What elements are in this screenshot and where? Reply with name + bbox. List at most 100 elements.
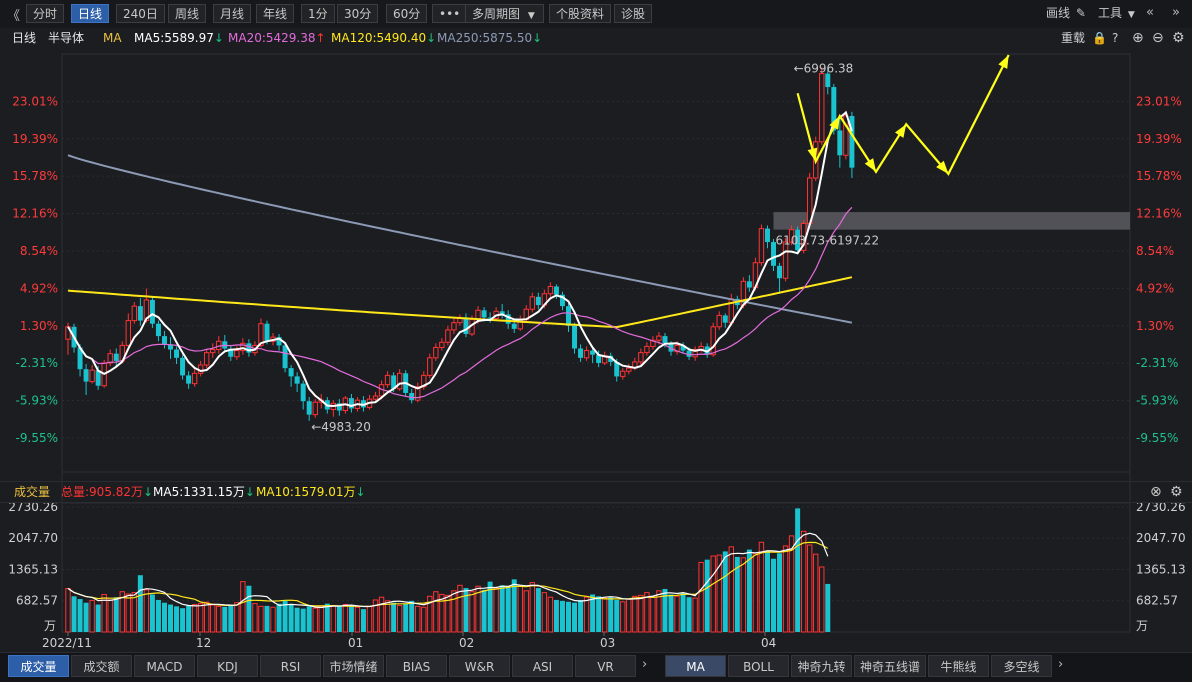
volume-bar-down (294, 607, 300, 632)
candle-down (481, 310, 487, 318)
prev-icon[interactable]: « (1146, 5, 1154, 20)
candle-down (777, 265, 783, 279)
reload-button[interactable]: 重载 (1061, 31, 1086, 45)
price-panel-border (61, 53, 1131, 473)
tab-volume[interactable]: 成交量 (8, 655, 69, 677)
multi-period-dropdown[interactable]: 多周期图 ▼ (465, 4, 544, 23)
candle-up (451, 322, 457, 331)
period-tab-1min[interactable]: 1分 (301, 4, 335, 23)
candle-down (246, 343, 252, 353)
volume-bar-down (403, 603, 409, 632)
settings-icon[interactable]: ⚙ (1172, 30, 1185, 46)
candle-down (590, 350, 596, 355)
candle-up (203, 352, 210, 366)
volume-bar-up (692, 597, 698, 633)
tab-wr[interactable]: W&R (449, 655, 510, 677)
volume-bar-up (813, 553, 819, 633)
period-tab-yearly[interactable]: 年线 (256, 4, 295, 23)
tab-boll[interactable]: BOLL (728, 655, 789, 677)
volume-bar-up (806, 544, 813, 633)
volume-bar-down (565, 601, 571, 632)
volume-bar-up (101, 593, 107, 633)
volume-bar-down (300, 608, 306, 632)
stock-info-button[interactable]: 个股资料 (549, 4, 612, 23)
lock-icon[interactable]: 🔒 (1092, 31, 1107, 45)
tab-kdj[interactable]: KDJ (197, 655, 258, 677)
period-tab-monthly[interactable]: 月线 (213, 4, 252, 23)
period-tab-240[interactable]: 240日 (116, 4, 165, 23)
close-icon[interactable]: ⊗ (1150, 484, 1162, 500)
volume-bar-down (180, 608, 186, 632)
ma120-line (67, 276, 853, 329)
volume-bar-down (487, 581, 493, 632)
projection-arrowhead (894, 124, 907, 138)
tab-bull-bear[interactable]: 牛熊线 (928, 655, 989, 677)
annotation-arrows (796, 54, 1010, 176)
chevron-right-icon[interactable]: › (642, 657, 648, 672)
tab-vr[interactable]: VR (575, 655, 636, 677)
projection-arrowhead (829, 115, 840, 130)
candle-up (125, 320, 131, 346)
candle-down (499, 311, 505, 315)
zoom-in-icon[interactable]: ⊕ (1132, 30, 1144, 46)
chevron-right-icon[interactable]: › (1058, 657, 1064, 672)
help-icon[interactable]: ? (1112, 31, 1119, 45)
period-tab-fenshi[interactable]: 分时 (26, 4, 65, 23)
back-icon[interactable]: 《 (7, 9, 21, 24)
volume-bar-down (668, 594, 674, 632)
candle-down (487, 317, 493, 319)
volume-tick-label: 2047.70 (1136, 531, 1186, 545)
candle-down (680, 345, 686, 351)
volume-bar-up (758, 541, 765, 633)
candle-down (572, 325, 578, 349)
next-icon[interactable]: » (1172, 5, 1180, 20)
volume-ma10-line (67, 541, 829, 607)
tab-macd[interactable]: MACD (134, 655, 195, 677)
volume-bar-up (89, 599, 95, 633)
volume-bar-up (638, 594, 644, 633)
candle-up (638, 352, 644, 363)
period-tab-daily[interactable]: 日线 (71, 4, 110, 23)
tools-button[interactable]: 工具 ▼ (1092, 4, 1141, 23)
volume-bar-down (559, 600, 565, 632)
more-button[interactable]: ••• (432, 4, 468, 23)
candle-down (348, 398, 354, 409)
tab-rsi[interactable]: RSI (260, 655, 321, 677)
gap-zone-label: 6103.73-6197.22 (776, 234, 880, 248)
volume-bar-up (318, 605, 324, 633)
diagnose-button[interactable]: 诊股 (614, 4, 653, 23)
volume-bar-up (210, 604, 216, 633)
period-tab-30min[interactable]: 30分 (337, 4, 379, 23)
candle-up (644, 345, 650, 354)
price-axis-left: 23.01% 19.39% 15.78% 12.16% 8.54% 4.92% 1.30% -… (12, 94, 58, 444)
tab-five-line[interactable]: 神奇五线谱 (854, 655, 926, 677)
zoom-out-icon[interactable]: ⊖ (1152, 30, 1164, 46)
volume-header: 成交量 总量:905.82万↓ MA5:1331.15万↓ MA10:1579.… (0, 481, 1192, 503)
tab-sentiment[interactable]: 市场情绪 (323, 655, 384, 677)
tab-turnover[interactable]: 成交额 (71, 655, 132, 677)
volume-bar-up (445, 594, 451, 633)
tab-nine-turn[interactable]: 神奇九转 (791, 655, 852, 677)
volume-bar-up (451, 590, 457, 633)
draw-line-button[interactable]: 画线 ✎ (1040, 4, 1092, 23)
volume-bar-down (149, 594, 155, 632)
period-tab-60min[interactable]: 60分 (386, 4, 428, 23)
volume-bar-up (710, 555, 716, 633)
tab-ma[interactable]: MA (665, 655, 726, 677)
price-tick-label: -2.31% (1136, 356, 1178, 370)
low-label: ←4983.20 (311, 420, 371, 434)
volume-bar-up (728, 546, 734, 633)
tab-bias[interactable]: BIAS (386, 655, 447, 677)
candle-down (771, 242, 777, 266)
ma5-line (67, 110, 853, 408)
volume-tick-label: 682.57 (1136, 594, 1178, 608)
chart-area[interactable]: 23.01% 19.39% 15.78% 12.16% 8.54% 4.92% 1.30% -… (0, 48, 1192, 652)
tab-asi[interactable]: ASI (512, 655, 573, 677)
price-tick-label: -2.31% (16, 356, 58, 370)
candle-down (95, 370, 101, 386)
tab-long-short[interactable]: 多空线 (991, 655, 1052, 677)
settings-icon[interactable]: ⚙ (1170, 484, 1183, 500)
candle-down (535, 296, 541, 306)
volume-bar-up (541, 592, 548, 633)
period-tab-weekly[interactable]: 周线 (168, 4, 207, 23)
